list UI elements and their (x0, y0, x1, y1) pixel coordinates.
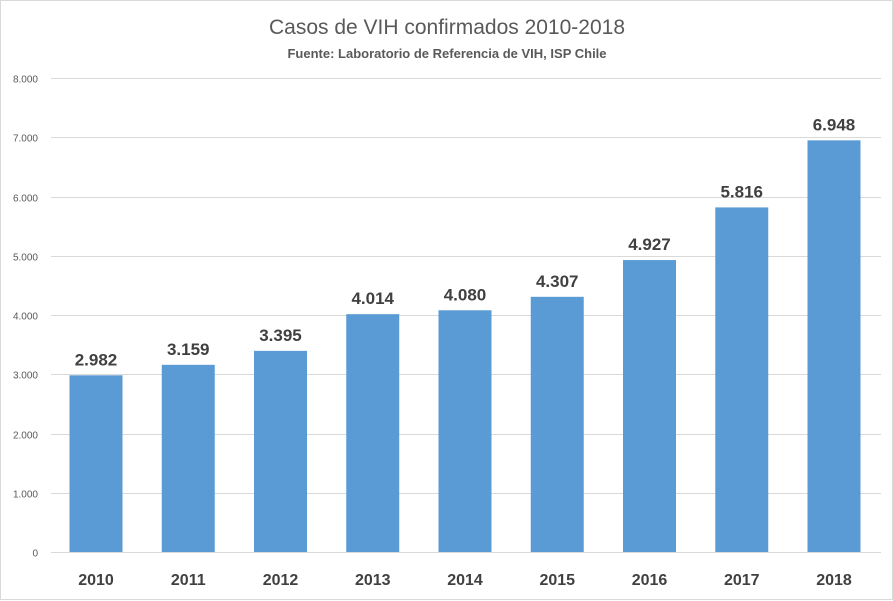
data-label: 5.816 (720, 182, 763, 201)
y-tick-label: 2.000 (13, 431, 38, 442)
bar-2016 (623, 260, 676, 552)
data-label: 3.159 (167, 340, 210, 359)
bar-2013 (346, 314, 400, 552)
data-label: 4.307 (536, 272, 579, 291)
bar-2014 (438, 310, 492, 552)
bar-2010 (69, 375, 123, 552)
x-tick-label: 2014 (447, 572, 483, 589)
x-tick-label: 2017 (724, 572, 760, 589)
x-tick-label: 2016 (632, 572, 668, 589)
data-label: 6.948 (813, 115, 856, 134)
y-tick-label: 1.000 (13, 490, 38, 501)
y-tick-label: 7.000 (13, 134, 38, 145)
bar-2011 (161, 364, 215, 552)
y-tick-label: 0 (32, 549, 38, 560)
data-label: 4.014 (351, 289, 394, 308)
bar-2015 (530, 296, 584, 552)
x-tick-label: 2010 (78, 572, 114, 589)
y-tick-label: 4.000 (13, 312, 38, 323)
y-tick-label: 3.000 (13, 371, 38, 382)
x-tick-label: 2015 (539, 572, 575, 589)
y-tick-label: 5.000 (13, 253, 38, 264)
data-label: 4.927 (628, 235, 671, 254)
x-tick-label: 2011 (171, 572, 206, 589)
bar-2017 (715, 207, 769, 553)
chart-title: Casos de VIH confirmados 2010-2018 (269, 16, 625, 39)
data-label: 4.080 (444, 285, 487, 304)
bar-2012 (254, 350, 307, 552)
bar-2018 (807, 140, 861, 552)
x-tick-label: 2013 (355, 572, 391, 589)
data-label: 2.982 (75, 350, 118, 369)
y-tick-label: 8.000 (13, 75, 38, 86)
y-tick-label: 6.000 (13, 194, 38, 205)
data-label: 3.395 (259, 326, 302, 345)
chart-subtitle: Fuente: Laboratorio de Referencia de VIH… (287, 46, 606, 61)
x-tick-label: 2018 (816, 572, 852, 589)
x-tick-label: 2012 (263, 572, 299, 589)
